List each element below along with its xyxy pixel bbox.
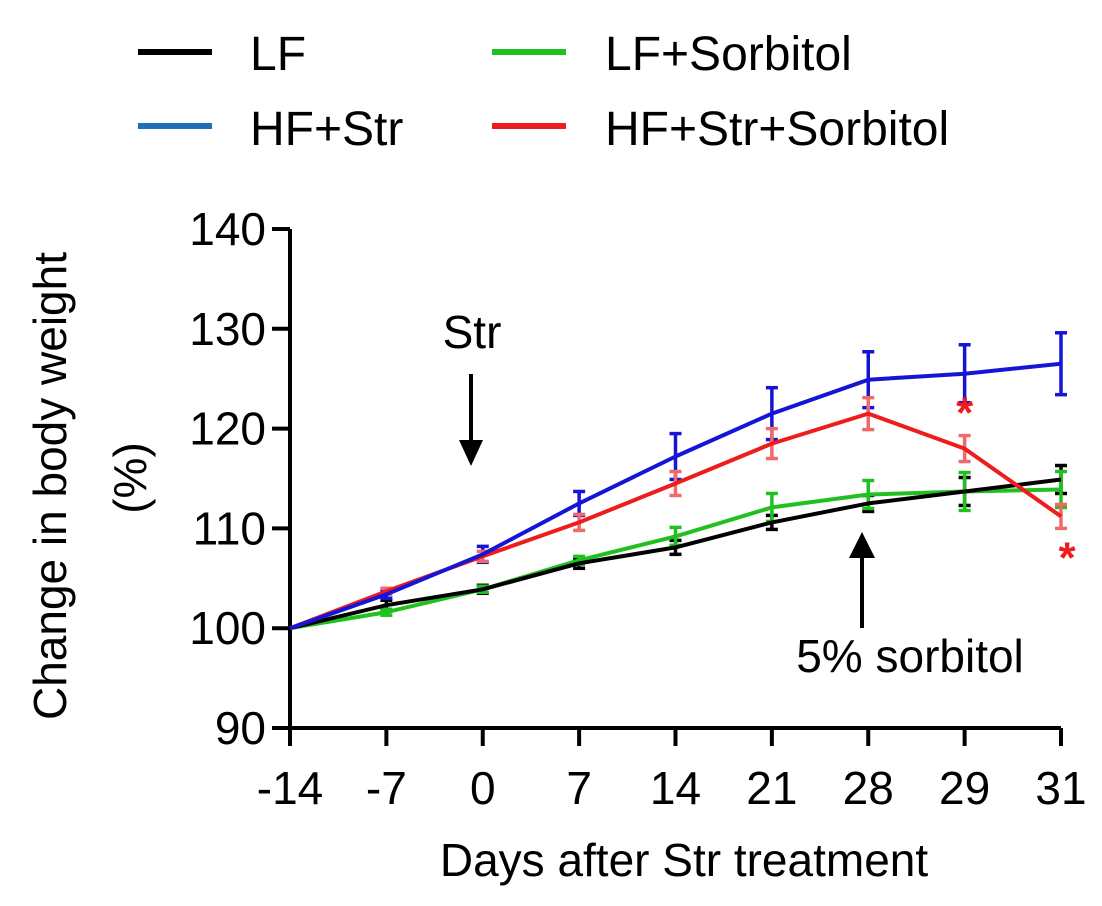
x-tick-label: 28 [843, 762, 894, 814]
y-tick-label: 110 [193, 502, 266, 554]
x-tick-label: 7 [566, 762, 592, 814]
x-tick-label: 0 [470, 762, 496, 814]
str-annotation-label: Str [443, 306, 502, 358]
y-tick-label: 90 [215, 702, 266, 754]
annotations: Str 5% sorbitol [443, 306, 1024, 682]
significance-star: * [956, 389, 974, 438]
significance-star: * [1058, 533, 1076, 582]
y-axis-title-unit: (%) [104, 442, 156, 514]
y-tick-label: 140 [189, 203, 266, 255]
legend-label-lf-sorbitol: LF+Sorbitol [605, 28, 852, 81]
sorbitol-arrow-head [849, 532, 875, 558]
legend-label-hf-str-sorbitol: HF+Str+Sorbitol [605, 103, 949, 156]
y-tick-label: 100 [189, 602, 266, 654]
axes: 90 100 110 120 130 140 -14 -7 0 7 14 21 28 29 31 [189, 203, 1086, 814]
legend: LF HF+Str LF+Sorbitol HF+Str+Sorbitol [138, 28, 949, 156]
x-tick-label: 14 [650, 762, 701, 814]
series-line-lf [289, 477, 1062, 631]
x-tick-label: 21 [746, 762, 797, 814]
series-lines [289, 361, 1063, 631]
x-tick-label: 29 [939, 762, 990, 814]
sorbitol-annotation-label: 5% sorbitol [796, 630, 1024, 682]
y-tick-label: 120 [189, 403, 266, 455]
legend-label-lf: LF [250, 28, 306, 81]
x-axis-title: Days after Str treatment [440, 834, 928, 886]
x-tick-label: -14 [257, 762, 323, 814]
str-arrow-head [459, 440, 483, 466]
series-line-hf-str [289, 361, 1062, 631]
legend-label-hf-str: HF+Str [250, 103, 403, 156]
significance-markers: ** [956, 389, 1076, 583]
series-line-lf-sorbitol [289, 487, 1062, 631]
y-axis-title: Change in body weight [24, 252, 76, 720]
error-bar [1055, 502, 1067, 531]
y-tick-label: 130 [189, 303, 266, 355]
x-tick-label: -7 [366, 762, 407, 814]
x-tick-label: 31 [1035, 762, 1086, 814]
